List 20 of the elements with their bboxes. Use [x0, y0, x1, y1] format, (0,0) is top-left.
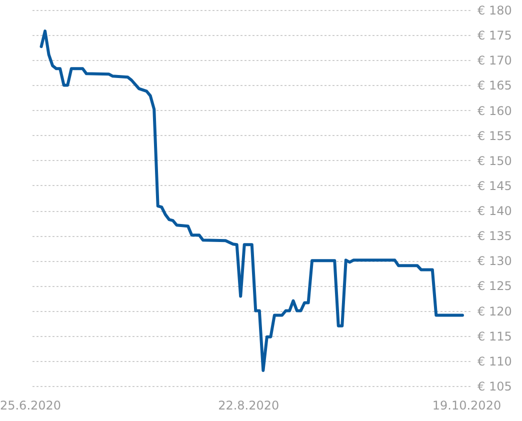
y-tick-label: € 160: [478, 104, 512, 118]
y-tick-label: € 120: [478, 304, 512, 318]
y-tick-label: € 115: [478, 329, 512, 344]
y-tick-label: € 150: [478, 154, 512, 168]
y-tick-label: € 155: [478, 128, 512, 143]
x-tick-label: 19.10.2020: [432, 398, 502, 412]
y-tick-label: € 130: [478, 254, 512, 268]
y-tick-label: € 135: [478, 229, 512, 244]
y-tick-label: € 180: [478, 4, 512, 18]
y-tick-label: € 170: [478, 54, 512, 68]
y-tick-label: € 110: [478, 354, 512, 368]
x-tick-label: 22.8.2020: [218, 398, 280, 412]
line-series: [40, 30, 464, 372]
y-tick-label: € 145: [478, 178, 512, 193]
y-tick-label: € 140: [478, 204, 512, 218]
y-tick-label: € 125: [478, 279, 512, 294]
x-tick-label: 25.6.2020: [0, 398, 62, 412]
y-tick-label: € 165: [478, 78, 512, 93]
y-tick-label: € 105: [478, 380, 512, 394]
y-tick-label: € 175: [478, 28, 512, 43]
